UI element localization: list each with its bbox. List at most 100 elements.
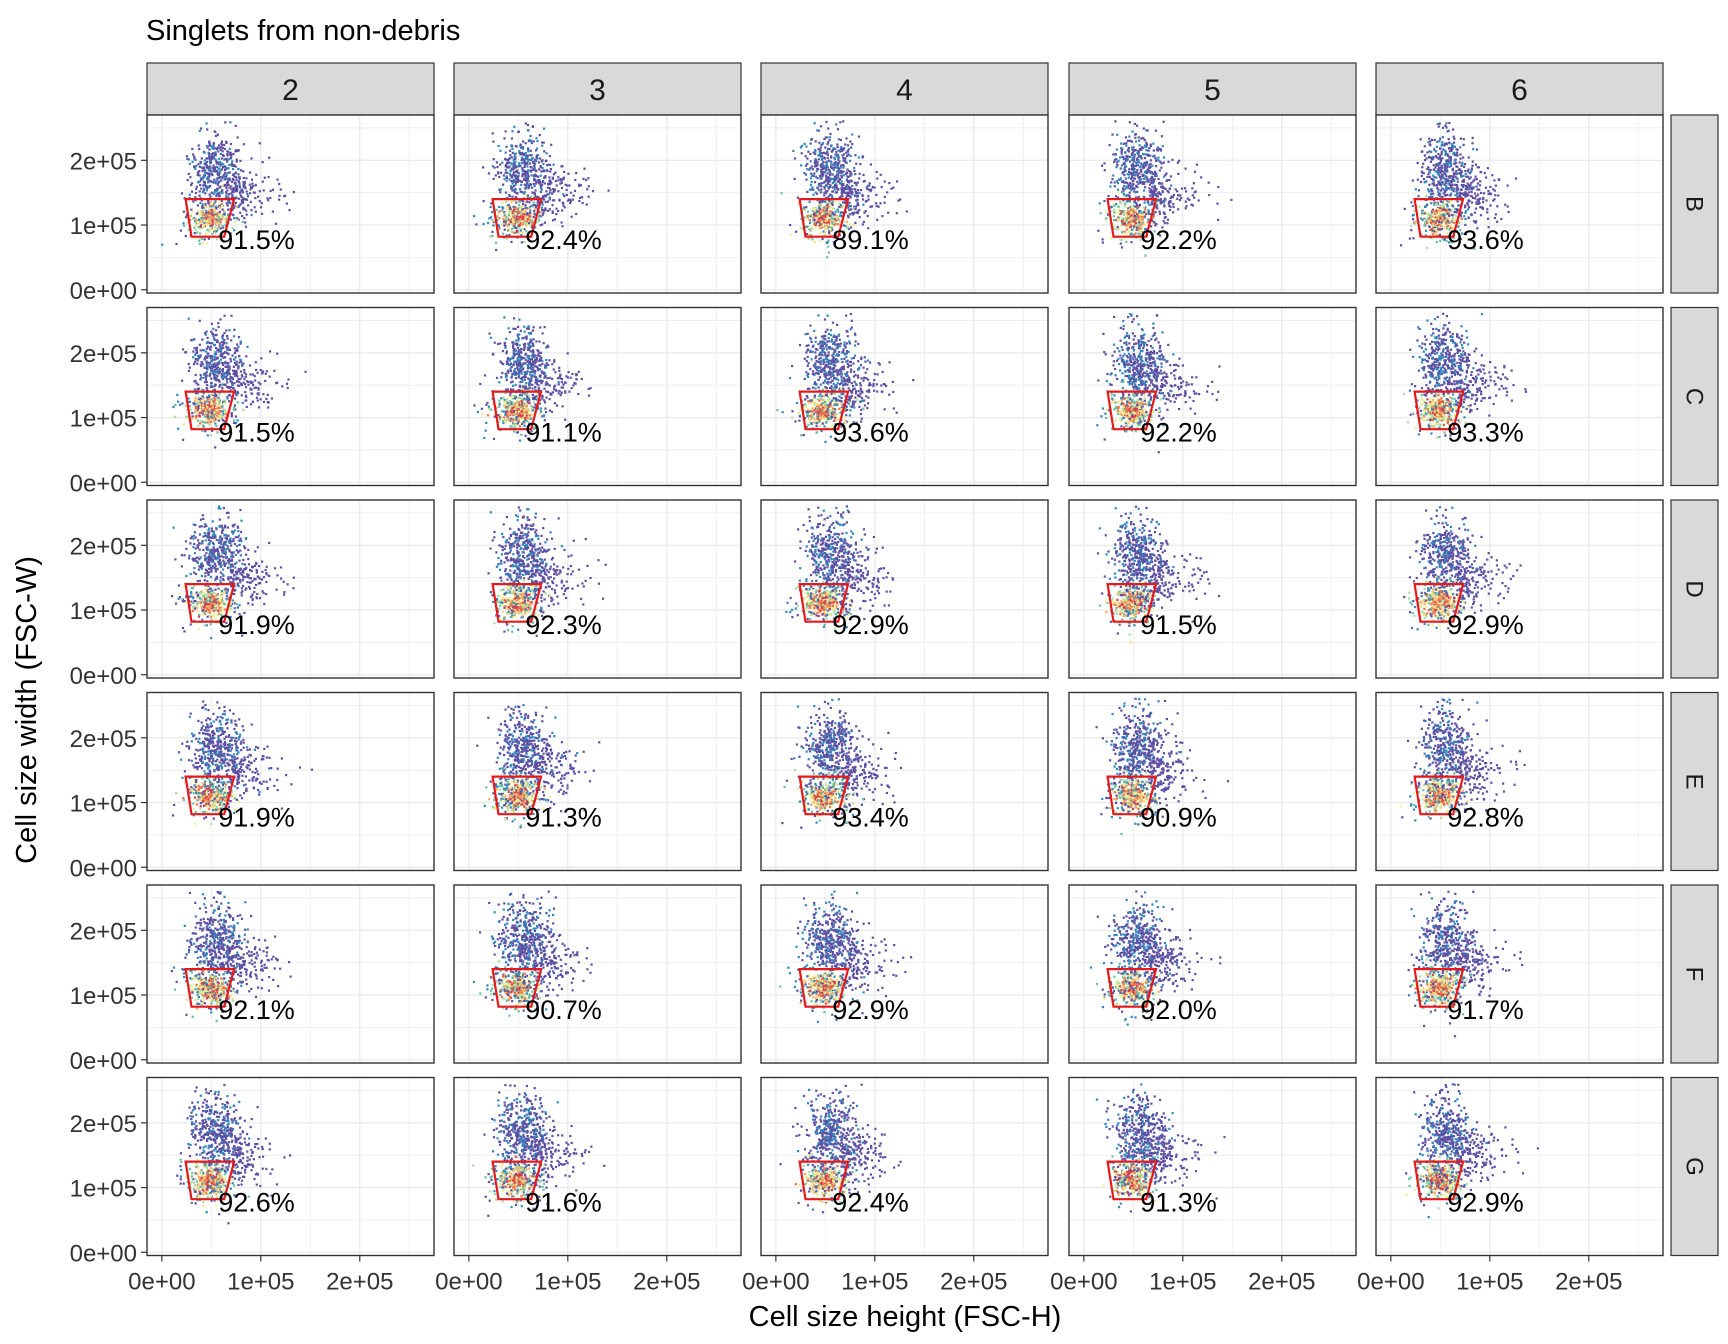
density-point	[862, 198, 864, 200]
density-point	[511, 156, 513, 158]
gate-percent-label: 92.2%	[1140, 225, 1217, 255]
density-point	[831, 195, 833, 197]
density-point	[257, 372, 259, 374]
density-point	[862, 155, 864, 157]
density-point	[527, 147, 529, 149]
density-point	[835, 191, 837, 193]
density-point	[790, 234, 792, 236]
density-point	[534, 167, 536, 169]
density-point	[1169, 188, 1171, 190]
density-point	[1477, 182, 1479, 184]
density-point	[522, 210, 524, 212]
density-point	[819, 203, 821, 205]
density-point	[545, 190, 547, 192]
density-point	[1121, 218, 1123, 220]
density-point	[849, 141, 851, 143]
density-point	[1484, 172, 1486, 174]
density-point	[888, 182, 890, 184]
density-point	[222, 154, 224, 156]
density-point	[848, 187, 850, 189]
density-point	[233, 173, 235, 175]
density-point	[1435, 170, 1437, 172]
density-point	[814, 181, 816, 183]
density-point	[194, 354, 196, 356]
density-point	[226, 335, 228, 337]
density-point	[526, 213, 528, 215]
density-point	[816, 170, 818, 172]
density-point	[1445, 167, 1447, 169]
density-point	[220, 179, 222, 181]
density-point	[789, 224, 791, 226]
density-point	[811, 138, 813, 140]
density-point	[1155, 206, 1157, 208]
density-point	[540, 187, 542, 189]
density-point	[1148, 213, 1150, 215]
y-tick-label: 0e+00	[70, 278, 137, 305]
density-point	[810, 215, 812, 217]
density-point	[1109, 185, 1111, 187]
density-point	[495, 174, 497, 176]
density-point	[266, 370, 268, 372]
density-point	[1099, 202, 1101, 204]
density-point	[842, 164, 844, 166]
density-point	[830, 220, 832, 222]
density-point	[1435, 177, 1437, 179]
density-point	[232, 179, 234, 181]
density-point	[525, 188, 527, 190]
density-point	[837, 146, 839, 148]
density-point	[848, 205, 850, 207]
density-point	[511, 148, 513, 150]
density-point	[1425, 219, 1427, 221]
density-point	[217, 150, 219, 152]
density-point	[501, 206, 503, 208]
density-point	[482, 166, 484, 168]
density-point	[795, 231, 797, 233]
density-point	[230, 157, 232, 159]
density-point	[1153, 149, 1155, 151]
density-point	[233, 187, 235, 189]
density-point	[859, 216, 861, 218]
density-point	[1450, 186, 1452, 188]
density-point	[498, 176, 500, 178]
density-point	[207, 201, 209, 203]
density-point	[850, 147, 852, 149]
density-point	[492, 224, 494, 226]
density-point	[1163, 162, 1165, 164]
density-point	[188, 318, 190, 320]
density-point	[520, 184, 522, 186]
density-point	[1139, 144, 1141, 146]
density-point	[823, 194, 825, 196]
density-point	[515, 171, 517, 173]
density-point	[1437, 182, 1439, 184]
density-point	[867, 195, 869, 197]
density-point	[566, 189, 568, 191]
density-point	[215, 158, 217, 160]
density-point	[564, 206, 566, 208]
density-point	[239, 186, 241, 188]
density-point	[1196, 164, 1198, 166]
density-point	[815, 224, 817, 226]
density-point	[239, 176, 241, 178]
density-point	[1452, 168, 1454, 170]
density-point	[827, 241, 829, 243]
density-point	[226, 142, 228, 144]
density-point	[819, 178, 821, 180]
density-point	[1429, 176, 1431, 178]
density-point	[819, 151, 821, 153]
density-point	[1476, 178, 1478, 180]
density-point	[218, 217, 220, 219]
density-point	[199, 243, 201, 245]
density-point	[519, 165, 521, 167]
density-point	[278, 199, 280, 201]
density-point	[1157, 149, 1159, 151]
density-point	[1161, 182, 1163, 184]
density-point	[549, 170, 551, 172]
density-point	[588, 196, 590, 198]
density-point	[511, 228, 513, 230]
density-point	[261, 213, 263, 215]
density-point	[195, 229, 197, 231]
density-point	[809, 201, 811, 203]
density-point	[1208, 194, 1210, 196]
density-point	[1438, 221, 1440, 223]
density-point	[503, 174, 505, 176]
